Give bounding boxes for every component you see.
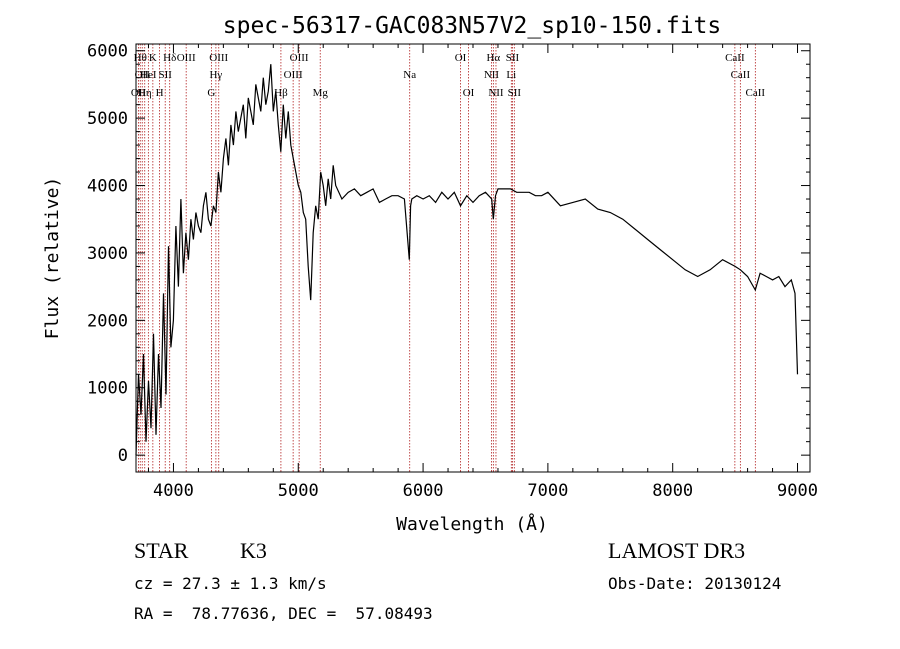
redshift-velocity: cz = 27.3 ± 1.3 km/s	[134, 574, 327, 593]
line-label-16: Mg	[313, 87, 329, 99]
line-label-23: Li	[506, 69, 516, 81]
line-label-5: K	[149, 52, 157, 64]
line-label-0: OII	[131, 87, 147, 99]
line-label-10: G	[207, 87, 215, 99]
line-label-18: OI	[455, 52, 467, 64]
y-tick-label: 5000	[87, 109, 128, 129]
x-axis-ticks: 4000 5000 6000 7000 8000 9000	[147, 44, 818, 501]
y-tick-label: 3000	[87, 244, 128, 264]
line-label-1: Hθ	[134, 52, 147, 64]
ra-dec-coordinates: RA = 78.77636, DEC = 57.08493	[134, 604, 433, 623]
line-label-19: OI	[463, 87, 475, 99]
line-label-25: SII	[508, 87, 522, 99]
line-label-21: Hα	[486, 52, 500, 64]
x-tick-label: 5000	[278, 481, 319, 501]
y-tick-label: 0	[118, 446, 128, 466]
spectral-line-markers	[138, 44, 756, 472]
x-axis-label: Wavelength (Å)	[396, 513, 548, 535]
y-tick-label: 4000	[87, 177, 128, 197]
line-label-7: SII	[158, 69, 172, 81]
y-tick-label: 1000	[87, 379, 128, 399]
object-subclass: K3	[240, 538, 267, 563]
survey-release: LAMOST DR3	[608, 538, 746, 563]
line-label-8: Hδ	[163, 52, 176, 64]
line-label-17: Na	[403, 69, 416, 81]
plot-frame	[135, 43, 811, 473]
line-label-26: CaII	[725, 52, 745, 64]
line-label-27: CaII	[731, 69, 751, 81]
x-tick-label: 9000	[777, 481, 818, 501]
object-class: STAR	[134, 538, 189, 563]
line-label-3: Hη	[138, 87, 152, 99]
line-label-9: OIII	[177, 52, 196, 64]
x-tick-label: 6000	[403, 481, 444, 501]
x-tick-label: 4000	[153, 481, 194, 501]
chart-title: spec-56317-GAC083N57V2_sp10-150.fits	[223, 13, 722, 39]
y-tick-label: 6000	[87, 42, 128, 62]
line-label-11: Hγ	[209, 69, 222, 81]
spectrum-line	[135, 64, 799, 456]
line-label-15: OIII	[290, 52, 309, 64]
line-label-6: H	[156, 87, 164, 99]
line-label-20: NII	[484, 69, 500, 81]
line-label-22: NII	[488, 87, 504, 99]
line-label-13: Hβ	[274, 87, 288, 99]
y-axis-label: Flux (relative)	[42, 177, 63, 340]
line-label-12: OIII	[209, 52, 228, 64]
y-tick-label: 2000	[87, 311, 128, 331]
x-tick-label: 8000	[652, 481, 693, 501]
observation-date: Obs-Date: 20130124	[608, 574, 782, 593]
line-label-28: CaII	[746, 87, 766, 99]
line-label-14: OIII	[284, 69, 303, 81]
x-tick-label: 7000	[527, 481, 568, 501]
line-label-24: SII	[506, 52, 520, 64]
line-label-4: HeI	[140, 69, 157, 81]
y-axis-ticks: 0 1000 2000 3000 4000 5000 6000	[87, 42, 810, 466]
